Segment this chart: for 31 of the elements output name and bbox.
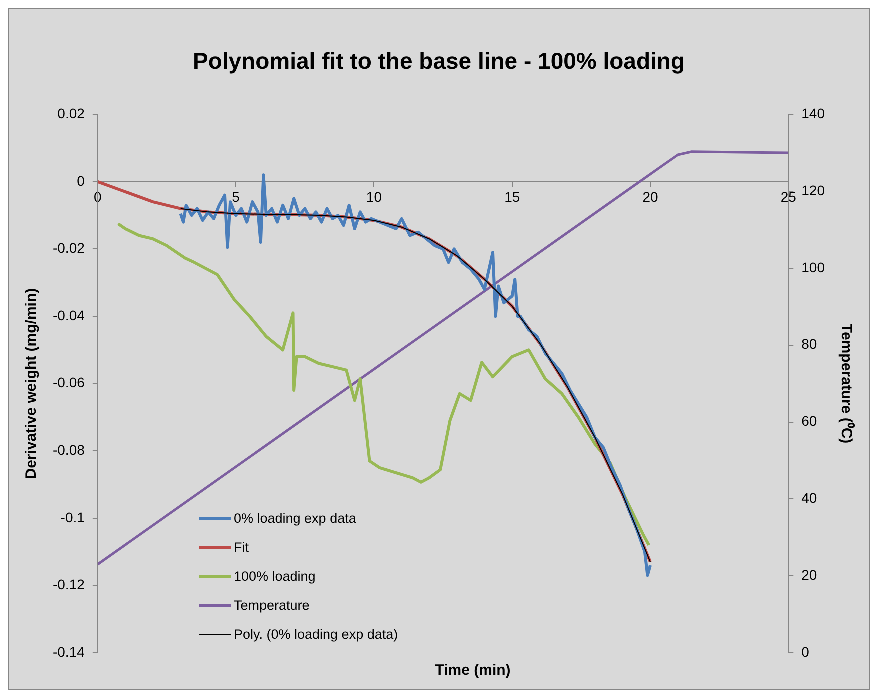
legend-label: 0% loading exp data	[234, 511, 356, 526]
y2-tick-label: 80	[802, 336, 818, 352]
y-tick-label: -0.1	[60, 509, 86, 526]
y-tick-label: -0.12	[52, 576, 86, 593]
y2-tick-label: 40	[802, 490, 818, 506]
y-tick-label: -0.02	[52, 240, 86, 256]
y-tick-label: 0.02	[58, 105, 86, 122]
legend-label: Poly. (0% loading exp data)	[234, 627, 398, 642]
y2-tick-label: 120	[802, 182, 826, 198]
y-axis-title: Derivative weight (mg/min)	[23, 288, 40, 480]
y-tick-label: 0	[77, 172, 86, 189]
y2-axis-title: Temperature (⁰C)	[838, 324, 856, 444]
chart-title: Polynomial fit to the base line - 100% loading	[192, 48, 686, 74]
legend-label: Fit	[234, 540, 249, 555]
y-tick-label: -0.14	[52, 644, 86, 660]
x-tick-label: 20	[642, 189, 658, 206]
y-tick-label: -0.04	[52, 307, 86, 324]
y-tick-label: -0.08	[52, 442, 86, 458]
y2-tick-label: 140	[802, 105, 826, 122]
x-tick-label: 15	[504, 189, 520, 206]
legend-label: 100% loading	[234, 569, 316, 584]
x-axis-title: Time (min)	[434, 662, 512, 679]
x-tick-label: 10	[366, 189, 382, 206]
legend-label: Temperature	[234, 598, 310, 613]
x-tick-label: 25	[780, 189, 797, 206]
y2-tick-label: 0	[802, 644, 810, 660]
x-tick-label: 5	[232, 189, 240, 206]
y2-tick-label: 20	[802, 566, 818, 583]
y-tick-label: -0.06	[52, 374, 86, 391]
y2-tick-label: 60	[802, 413, 818, 430]
y2-tick-label: 100	[802, 259, 826, 276]
